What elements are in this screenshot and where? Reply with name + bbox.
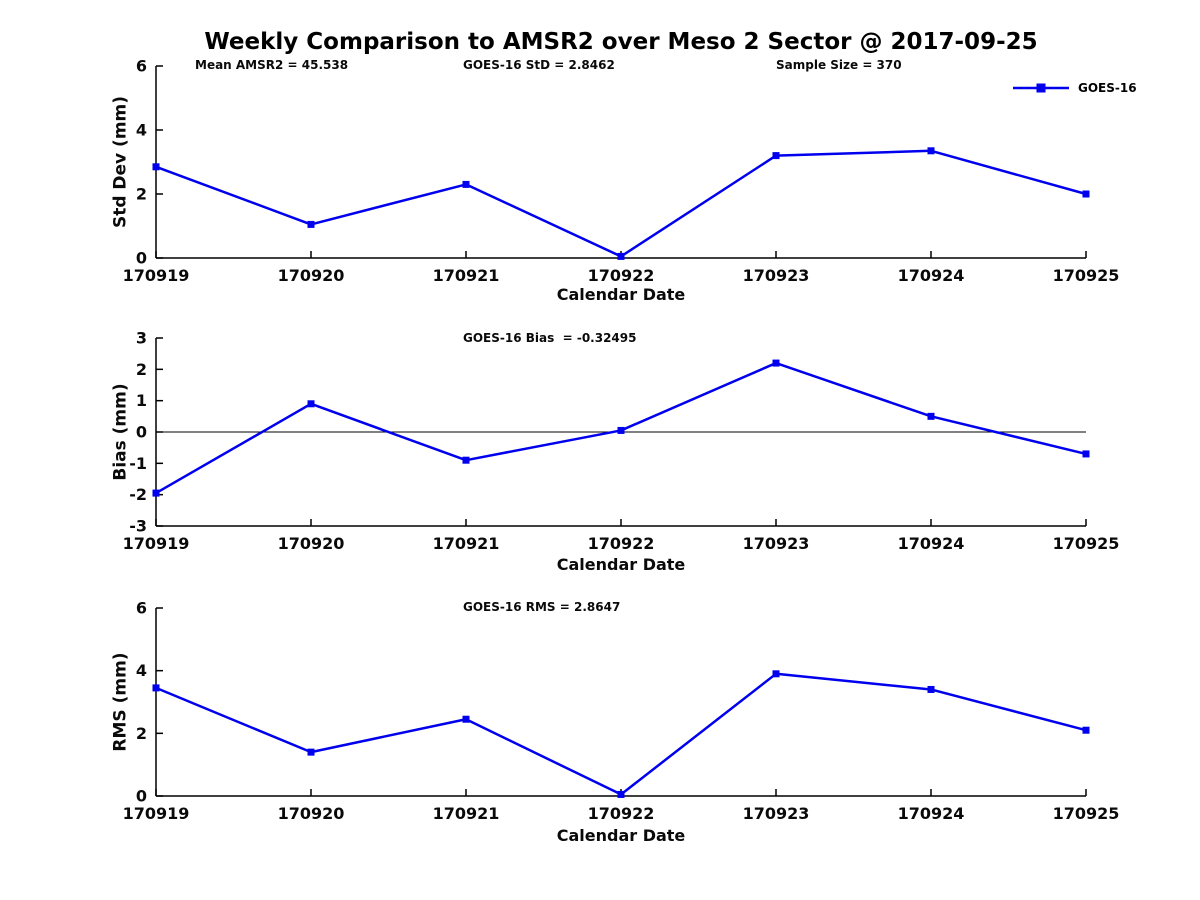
data-point-marker bbox=[927, 147, 935, 155]
x-tick-label: 170925 bbox=[1053, 534, 1120, 553]
data-point-marker bbox=[617, 426, 625, 434]
annotation-mean-amsr2: Mean AMSR2 = 45.538 bbox=[195, 58, 349, 72]
x-tick-label: 170924 bbox=[898, 266, 965, 285]
legend: GOES-16 bbox=[1012, 82, 1137, 94]
x-tick-label: 170920 bbox=[278, 266, 345, 285]
data-point-marker bbox=[1082, 726, 1090, 734]
x-tick-label: 170922 bbox=[588, 534, 655, 553]
annotation-goes16-bias: GOES-16 Bias = -0.32495 bbox=[463, 331, 637, 345]
x-tick-label: 170922 bbox=[588, 266, 655, 285]
x-tick-label: 170919 bbox=[123, 266, 190, 285]
data-point-marker bbox=[462, 180, 470, 188]
x-tick-label: 170921 bbox=[433, 804, 500, 823]
data-point-marker bbox=[927, 685, 935, 693]
x-tick-label: 170925 bbox=[1053, 804, 1120, 823]
legend-line-marker-icon bbox=[1013, 83, 1069, 93]
xlabel-std-dev: Calendar Date bbox=[556, 285, 686, 304]
data-point-marker bbox=[617, 790, 625, 798]
y-tick-label: 0 bbox=[136, 787, 147, 806]
data-point-marker bbox=[307, 400, 315, 408]
xlabel-rms: Calendar Date bbox=[556, 826, 686, 845]
y-tick-label: -2 bbox=[129, 485, 147, 504]
data-point-marker bbox=[152, 163, 160, 171]
x-tick-label: 170920 bbox=[278, 804, 345, 823]
figure-title: Weekly Comparison to AMSR2 over Meso 2 S… bbox=[204, 29, 1038, 55]
data-point-marker bbox=[617, 252, 625, 260]
annotation-goes16-rms: GOES-16 RMS = 2.8647 bbox=[463, 600, 621, 614]
data-point-marker bbox=[1082, 190, 1090, 198]
y-tick-label: 2 bbox=[136, 185, 147, 204]
y-tick-label: 6 bbox=[136, 57, 147, 76]
y-tick-label: 1 bbox=[136, 391, 147, 410]
data-point-marker bbox=[307, 748, 315, 756]
xlabel-bias: Calendar Date bbox=[556, 555, 686, 574]
x-tick-label: 170919 bbox=[123, 804, 190, 823]
data-point-marker bbox=[772, 359, 780, 367]
x-tick-label: 170920 bbox=[278, 534, 345, 553]
y-tick-label: 0 bbox=[136, 249, 147, 268]
data-point-marker bbox=[1082, 450, 1090, 458]
data-point-marker bbox=[307, 220, 315, 228]
y-tick-label: 4 bbox=[136, 121, 147, 140]
series-line bbox=[155, 672, 1087, 796]
series-line bbox=[155, 149, 1087, 258]
x-tick-label: 170919 bbox=[123, 534, 190, 553]
x-tick-label: 170925 bbox=[1053, 266, 1120, 285]
y-tick-label: 6 bbox=[136, 599, 147, 618]
plot-rms: 0 2 4 6 170919 170920 170921 170922 170923 170924… bbox=[123, 599, 1120, 824]
x-tick-label: 170924 bbox=[898, 804, 965, 823]
data-point-marker bbox=[927, 412, 935, 420]
x-tick-label: 170923 bbox=[743, 534, 810, 553]
plot-std-dev: 0 2 4 6 170919 170920 170921 170922 170923 170924… bbox=[123, 57, 1120, 286]
x-tick-label: 170924 bbox=[898, 534, 965, 553]
x-tick-label: 170922 bbox=[588, 804, 655, 823]
y-tick-label: 0 bbox=[136, 423, 147, 442]
data-point-marker bbox=[462, 456, 470, 464]
data-point-marker bbox=[152, 489, 160, 497]
x-tick-label: 170923 bbox=[743, 266, 810, 285]
plot-bias: -3 -2 -1 0 1 2 3 170919 170920 170921 170922 170923… bbox=[123, 329, 1120, 554]
annotation-goes16-std: GOES-16 StD = 2.8462 bbox=[463, 58, 615, 72]
data-point-marker bbox=[462, 715, 470, 723]
data-point-marker bbox=[772, 670, 780, 678]
y-tick-label: 3 bbox=[136, 329, 147, 348]
data-point-marker bbox=[152, 684, 160, 692]
y-tick-label: -1 bbox=[129, 454, 147, 473]
y-tick-label: 2 bbox=[136, 724, 147, 743]
legend-label: GOES-16 bbox=[1078, 81, 1137, 95]
y-tick-label: 2 bbox=[136, 360, 147, 379]
y-tick-label: 4 bbox=[136, 661, 147, 680]
x-tick-label: 170923 bbox=[743, 804, 810, 823]
data-point-marker bbox=[772, 152, 780, 160]
x-tick-label: 170921 bbox=[433, 266, 500, 285]
annotation-sample-size: Sample Size = 370 bbox=[776, 58, 902, 72]
x-tick-label: 170921 bbox=[433, 534, 500, 553]
y-tick-label: -3 bbox=[129, 517, 147, 536]
